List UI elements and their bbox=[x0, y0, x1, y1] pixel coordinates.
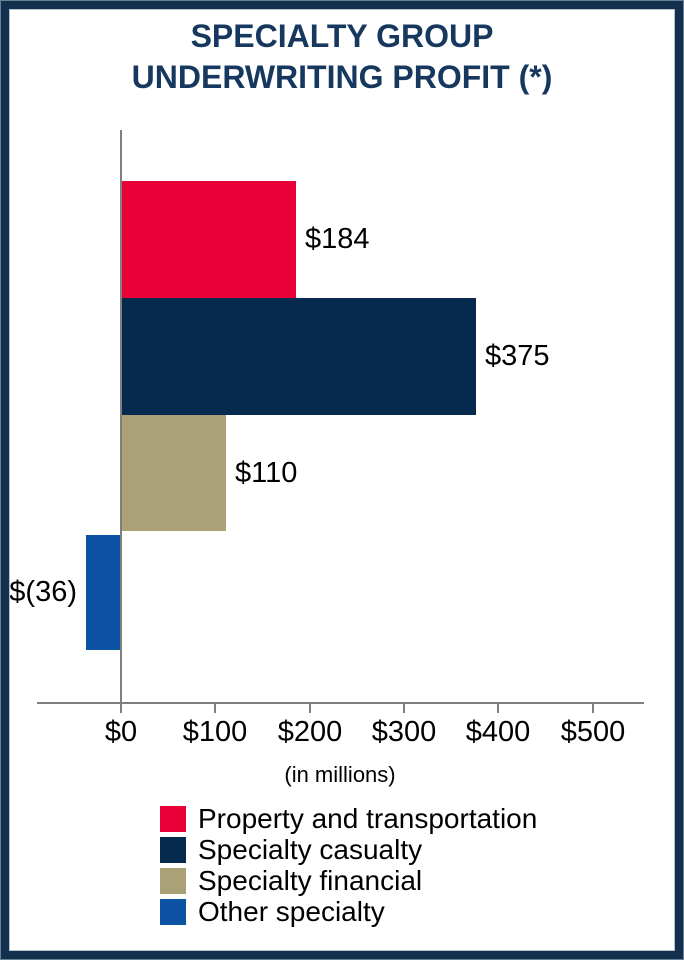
x-tick-200 bbox=[309, 704, 311, 713]
chart-title-line1: SPECIALTY GROUP bbox=[190, 18, 494, 54]
legend-label-specialty-casualty: Specialty casualty bbox=[198, 834, 423, 865]
legend: Property and transportation Specialty cas… bbox=[160, 803, 538, 927]
x-tick-500 bbox=[592, 704, 594, 713]
x-tick-label-400: $400 bbox=[465, 716, 531, 748]
chart-canvas: SPECIALTY GROUP UNDERWRITING PROFIT (*) … bbox=[9, 9, 675, 951]
x-tick-label-100: $100 bbox=[182, 716, 248, 748]
x-tick-100 bbox=[214, 704, 216, 713]
x-axis-line bbox=[37, 702, 644, 704]
bar-other-specialty bbox=[86, 535, 120, 650]
legend-item-other-specialty: Other specialty bbox=[160, 896, 537, 927]
x-tick-label-500: $500 bbox=[560, 716, 626, 748]
x-tick-0 bbox=[120, 704, 122, 713]
legend-swatch-other-specialty bbox=[160, 899, 186, 925]
legend-label-specialty-financial: Specialty financial bbox=[198, 865, 423, 896]
legend-swatch-specialty-financial bbox=[160, 868, 186, 894]
value-label-other-specialty: $(36) bbox=[9, 576, 77, 608]
legend-label-other-specialty: Other specialty bbox=[198, 896, 385, 927]
legend-swatch-property-and-transportation bbox=[160, 806, 186, 832]
x-axis-unit-label: (in millions) bbox=[284, 762, 396, 787]
legend-label-property-and-transportation: Property and transportation bbox=[198, 803, 538, 834]
chart-title: SPECIALTY GROUP UNDERWRITING PROFIT (*) bbox=[10, 16, 674, 98]
legend-item-specialty-casualty: Specialty casualty bbox=[160, 834, 537, 865]
bar-property-and-transportation bbox=[122, 181, 296, 298]
x-tick-300 bbox=[403, 704, 405, 713]
x-tick-label-200: $200 bbox=[277, 716, 343, 748]
legend-item-specialty-financial: Specialty financial bbox=[160, 865, 537, 896]
bar-specialty-casualty bbox=[122, 298, 476, 415]
value-label-specialty-financial: $110 bbox=[235, 457, 298, 489]
x-tick-label-300: $300 bbox=[371, 716, 437, 748]
bar-specialty-financial bbox=[122, 415, 226, 531]
x-tick-400 bbox=[497, 704, 499, 713]
value-label-specialty-casualty: $375 bbox=[485, 340, 550, 372]
legend-item-property-and-transportation: Property and transportation bbox=[160, 803, 538, 834]
legend-swatch-specialty-casualty bbox=[160, 837, 186, 863]
value-label-property-and-transportation: $184 bbox=[305, 223, 370, 255]
y-axis-line bbox=[120, 130, 122, 713]
x-tick-label-0: $0 bbox=[104, 716, 138, 748]
chart-title-line2: UNDERWRITING PROFIT (*) bbox=[131, 59, 553, 95]
